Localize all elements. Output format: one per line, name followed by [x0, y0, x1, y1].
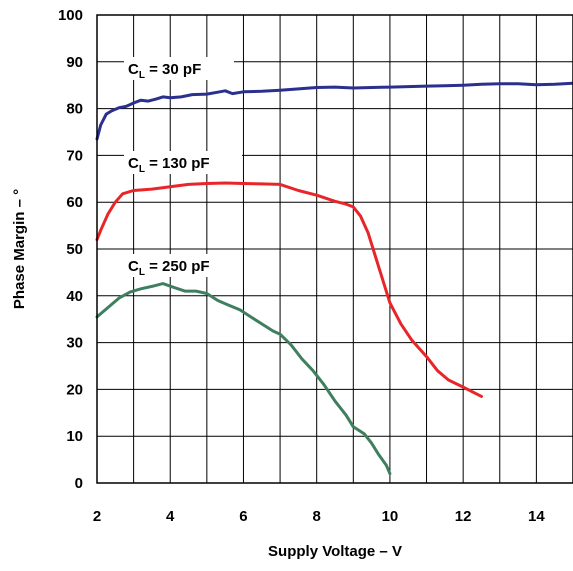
series-label-background [124, 57, 234, 80]
series-label-3: CL = 250 pF [128, 258, 210, 278]
series-labels: CL = 30 pF CL = 130 pF CL = 250 pF [124, 57, 242, 278]
y-tick-label: 30 [66, 335, 83, 352]
y-tick-label: 100 [58, 7, 83, 24]
series-label-background [124, 254, 242, 277]
x-tick-label: 14 [528, 508, 545, 525]
y-tick-label: 70 [66, 147, 83, 164]
x-tick-label: 6 [239, 508, 247, 525]
y-tick-label: 50 [66, 241, 83, 258]
x-tick-label: 10 [382, 508, 399, 525]
x-tick-labels: 2 4 6 8 10 12 14 [93, 508, 546, 525]
series-line-3 [95, 282, 392, 476]
series-label-1: CL = 30 pF [128, 61, 201, 81]
y-tick-label: 60 [66, 194, 83, 211]
series-line-2 [95, 181, 483, 398]
y-tick-label: 0 [75, 475, 83, 492]
y-tick-label: 20 [66, 381, 83, 398]
y-tick-label: 90 [66, 54, 83, 71]
x-tick-label: 2 [93, 508, 101, 525]
x-axis-label: Supply Voltage – V [268, 543, 402, 560]
y-tick-labels: 0 10 20 30 40 50 60 70 80 90 100 [58, 7, 83, 492]
series-label-2: CL = 130 pF [128, 155, 210, 175]
plot-frame [96, 14, 573, 484]
x-tick-label: 4 [166, 508, 175, 525]
x-tick-label: 8 [313, 508, 321, 525]
y-tick-label: 80 [66, 101, 83, 118]
series-label-background [124, 151, 242, 174]
series-line-1 [95, 81, 573, 141]
y-axis-label: Phase Margin – ° [11, 189, 28, 309]
x-tick-label: 12 [455, 508, 472, 525]
series-layer [95, 81, 573, 476]
y-tick-label: 40 [66, 288, 83, 305]
y-tick-label: 10 [66, 428, 83, 445]
